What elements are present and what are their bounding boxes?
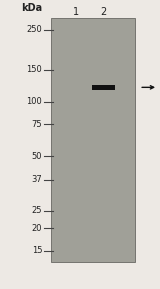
Text: 15: 15 <box>32 246 42 255</box>
Text: 50: 50 <box>32 152 42 161</box>
Bar <box>92 85 115 90</box>
Text: 37: 37 <box>32 175 42 184</box>
Text: 75: 75 <box>32 120 42 129</box>
Text: 1: 1 <box>73 7 80 17</box>
Text: 150: 150 <box>26 65 42 74</box>
Text: 2: 2 <box>100 7 106 17</box>
Text: 25: 25 <box>32 206 42 215</box>
Bar <box>51 18 135 262</box>
Text: 100: 100 <box>26 97 42 106</box>
Text: 20: 20 <box>32 224 42 233</box>
Text: kDa: kDa <box>21 3 42 13</box>
Text: 250: 250 <box>26 25 42 34</box>
